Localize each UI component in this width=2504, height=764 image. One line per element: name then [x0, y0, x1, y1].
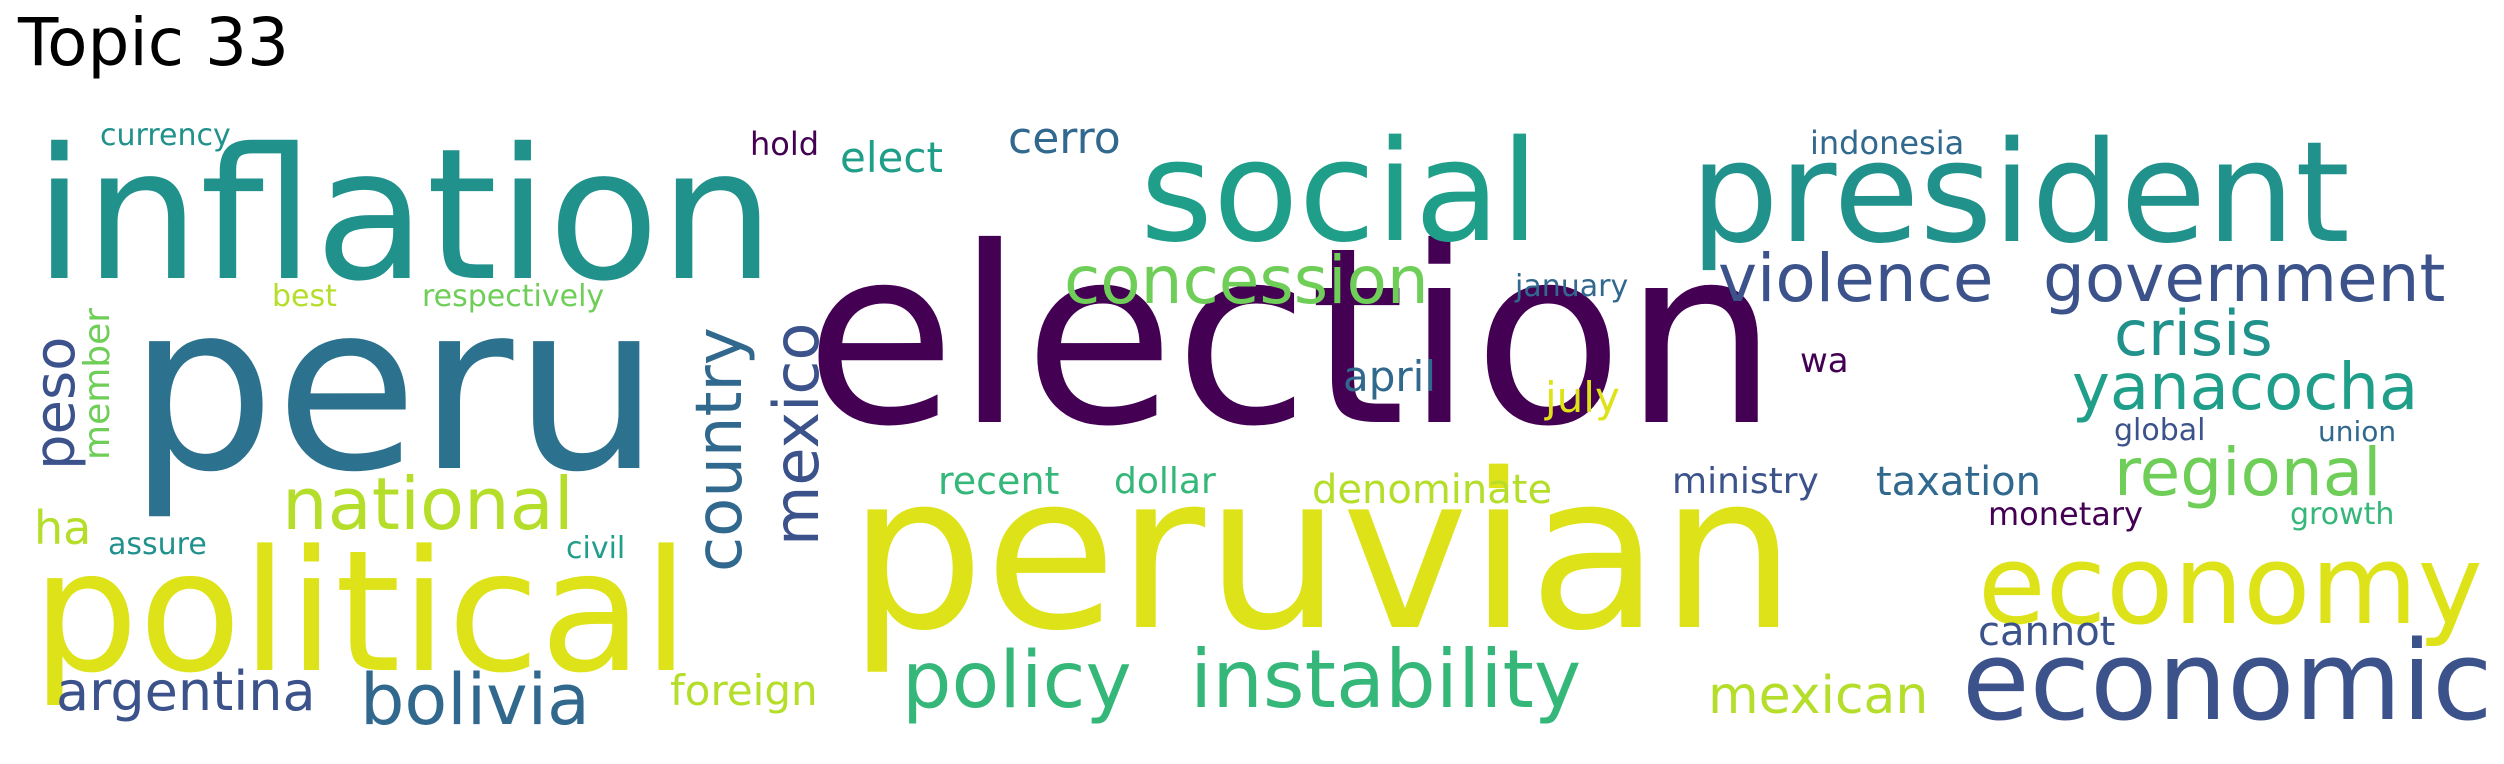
word-political: political [32, 514, 690, 710]
word-hold: hold [750, 125, 820, 163]
word-concession: concession [1064, 242, 1429, 319]
word-ha: ha [34, 501, 92, 555]
word-currency: currency [100, 118, 231, 153]
word-peru: peru [128, 253, 661, 523]
word-indonesia: indonesia [1810, 124, 1965, 162]
word-country: country [683, 327, 757, 572]
word-elect: elect [840, 133, 943, 182]
word-election: election [805, 195, 1779, 480]
word-best: best [272, 279, 337, 314]
word-cerro: cerro [1008, 113, 1121, 164]
word-violencegovernment: violence [1718, 240, 1994, 317]
word-crisis: crisis [2114, 297, 2273, 370]
word-yanacocha: yanacocha [2072, 351, 2419, 425]
word-assure: assure [108, 527, 207, 562]
word-monetary: monetary [1988, 495, 2143, 533]
word-civil: civil [566, 531, 626, 566]
word-january: january [1515, 269, 1629, 304]
word-regional: regional [2114, 434, 2382, 511]
word-president: president [1690, 112, 2350, 275]
word-argentina: argentina [56, 660, 316, 723]
word-mexico: mexico [760, 322, 833, 546]
word-denominate: denominate [1312, 467, 1553, 513]
word-cannot: cannot [1978, 609, 2116, 655]
word-union: union [2318, 415, 2397, 448]
word-bolivia: bolivia [360, 659, 590, 741]
word-ministry: ministry [1672, 461, 1819, 502]
word-growth: growth [2290, 497, 2395, 532]
word-foreign: foreign [670, 666, 818, 715]
word-wa: wa [1800, 341, 1849, 381]
word-dollar: dollar [1114, 461, 1216, 502]
word-taxation: taxation [1876, 459, 2041, 505]
word-respectively: respectively [422, 279, 605, 314]
word-economy: economy [1978, 521, 2483, 649]
word-national: national [282, 462, 574, 546]
word-government: government [2043, 240, 2446, 317]
word-recent: recent [938, 459, 1060, 503]
word-april: april [1343, 352, 1437, 401]
word-mexican: mexican [1708, 666, 1929, 726]
word-policy: policy [902, 636, 1132, 726]
word-july: july [1545, 373, 1620, 422]
word-instability: instability [1190, 633, 1582, 726]
chart-title: Topic 33 [18, 4, 289, 81]
word-economic: economic [1962, 617, 2493, 745]
word-peso: peso [23, 336, 88, 470]
word-peruvian: peruvian [848, 427, 1797, 678]
word-global: global [2114, 413, 2206, 448]
word-inflation: inflation [34, 109, 775, 321]
word-member: member [77, 307, 118, 460]
word-social: social [1140, 111, 1540, 274]
